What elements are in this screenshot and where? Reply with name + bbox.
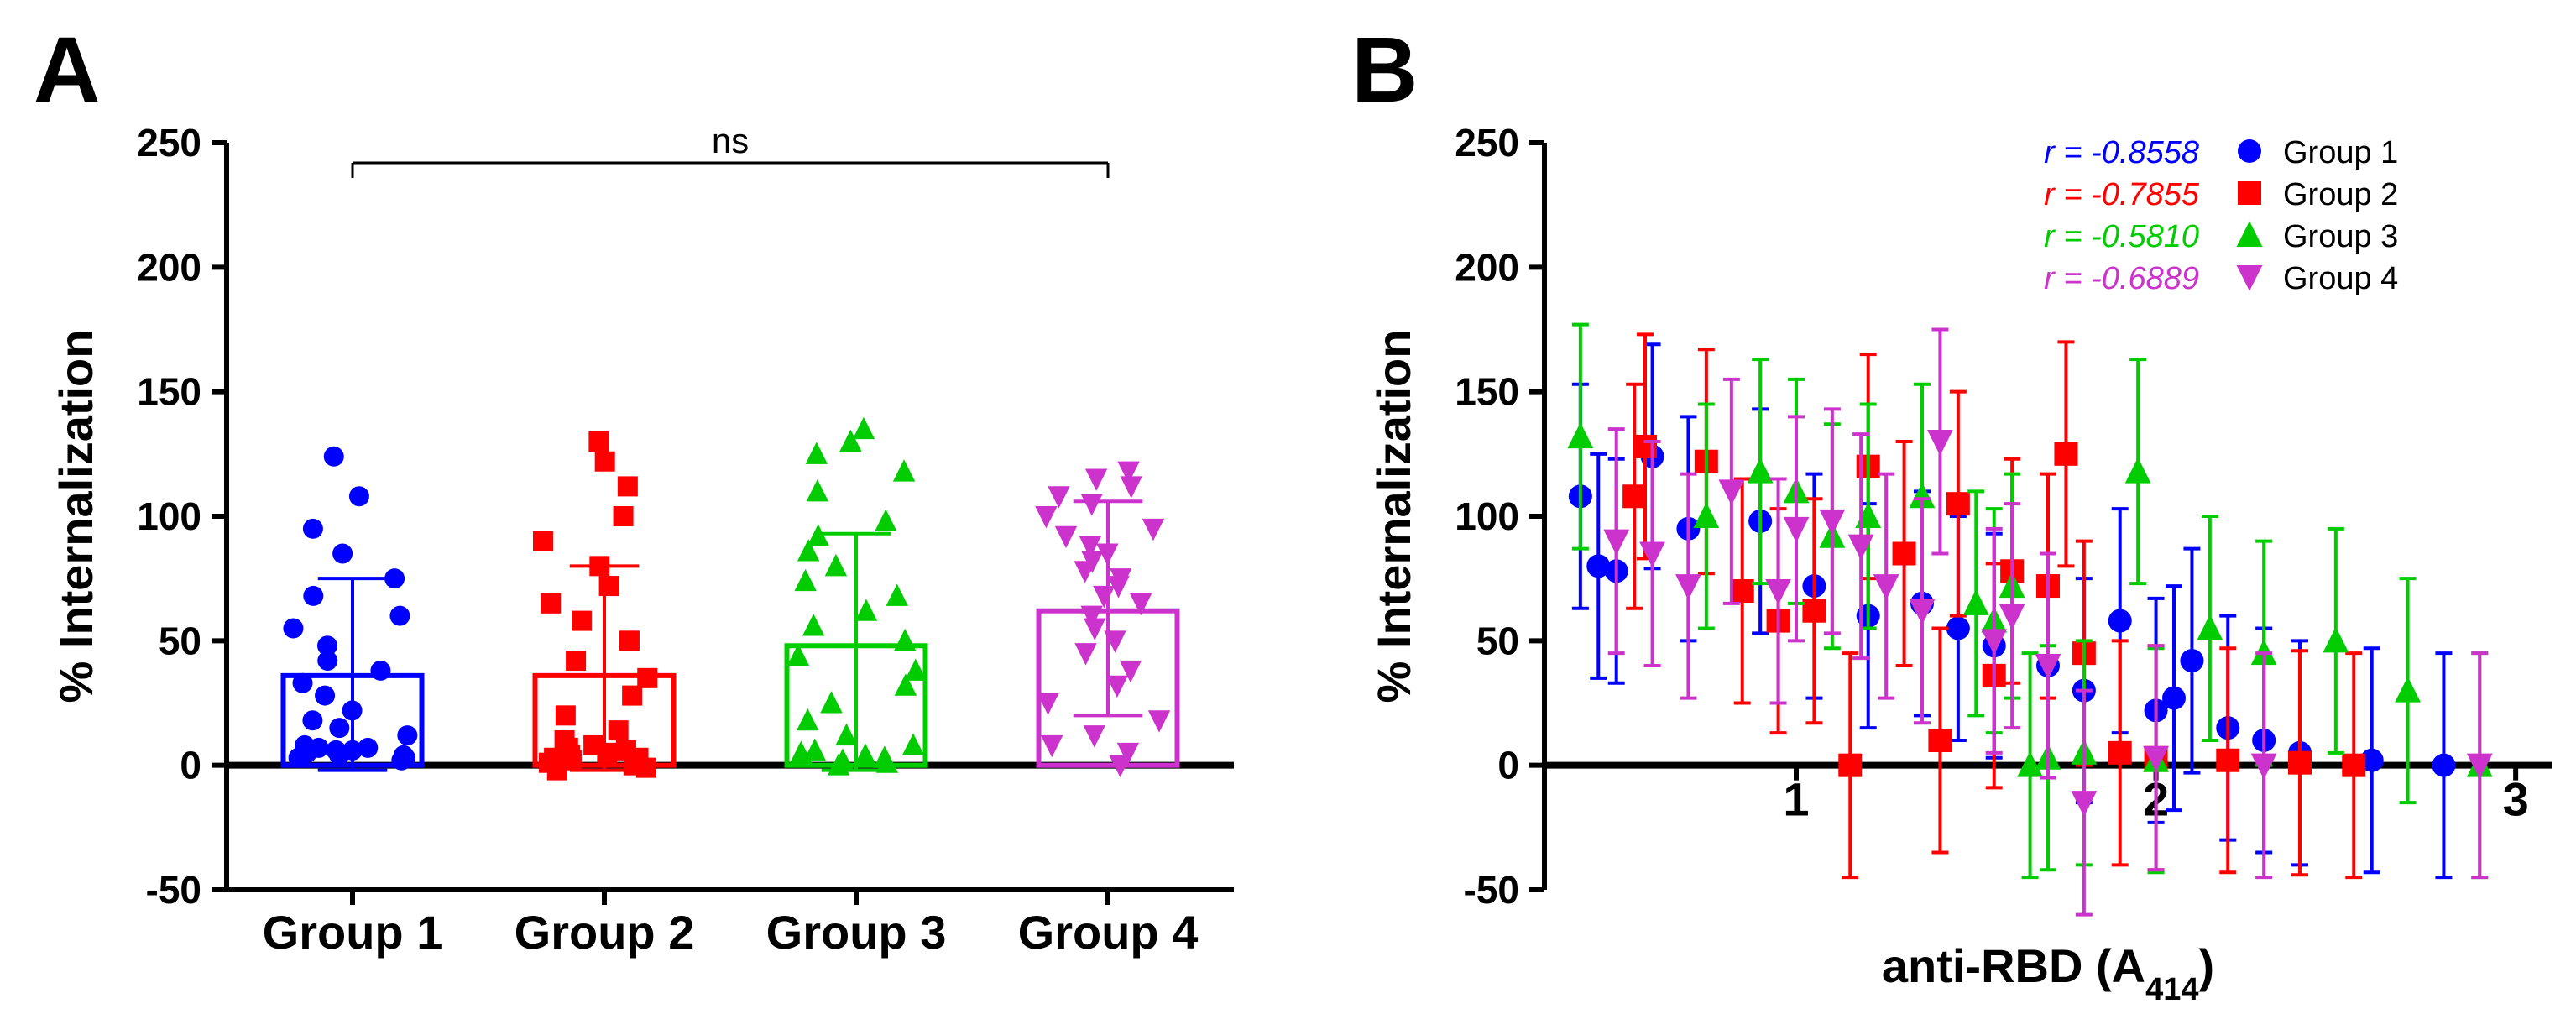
svg-text:0: 0: [1497, 744, 1519, 787]
svg-text:Group 4: Group 4: [2283, 261, 2398, 296]
svg-text:Group 3: Group 3: [766, 906, 947, 959]
panel-a: A -50 0 50 100 150 200 250 % Internalization Gro…: [34, 17, 1284, 1018]
svg-text:200: 200: [137, 245, 201, 289]
svg-text:Group 4: Group 4: [1018, 906, 1199, 959]
svg-text:50: 50: [159, 619, 201, 662]
svg-text:-50: -50: [146, 868, 201, 912]
svg-text:100: 100: [1455, 494, 1519, 538]
svg-text:r = -0.7855: r = -0.7855: [2044, 177, 2200, 212]
svg-text:1: 1: [1783, 773, 1809, 826]
svg-text:% Internalization: % Internalization: [1367, 330, 1420, 703]
svg-text:200: 200: [1455, 245, 1519, 289]
svg-text:ns: ns: [712, 121, 749, 160]
svg-text:r = -0.5810: r = -0.5810: [2044, 219, 2199, 254]
svg-text:0: 0: [180, 744, 201, 787]
svg-text:-50: -50: [1464, 868, 1519, 912]
svg-text:3: 3: [2503, 773, 2529, 826]
svg-text:100: 100: [137, 494, 201, 538]
svg-text:50: 50: [1476, 619, 1519, 662]
svg-text:anti-RBD (A414): anti-RBD (A414): [1882, 939, 2214, 1007]
panel-a-label: A: [34, 17, 100, 123]
figure-container: A -50050100150200250% InternalizationGro…: [0, 0, 2576, 1035]
panel-b-label: B: [1351, 17, 1418, 123]
svg-text:r = -0.8558: r = -0.8558: [2044, 135, 2199, 170]
svg-text:r = -0.6889: r = -0.6889: [2044, 261, 2199, 296]
svg-text:250: 250: [137, 121, 201, 165]
svg-text:250: 250: [1455, 121, 1519, 165]
svg-text:Group 1: Group 1: [263, 906, 443, 959]
svg-text:Group 3: Group 3: [2283, 219, 2398, 254]
panel-b: B -50050100150200250% Internalization123…: [1351, 17, 2576, 1018]
panel-b-chart: -50050100150200250% Internalization123an…: [1351, 17, 2576, 1016]
svg-text:Group 2: Group 2: [515, 906, 695, 959]
svg-text:150: 150: [137, 370, 201, 414]
svg-text:150: 150: [1455, 370, 1519, 414]
svg-text:Group 2: Group 2: [2283, 177, 2398, 212]
panel-a-chart: -50 0 50 100 150 200 250 % Internalization Group…: [34, 17, 1284, 1016]
svg-text:Group 1: Group 1: [2283, 135, 2398, 170]
svg-text:% Internalization: % Internalization: [50, 330, 102, 703]
